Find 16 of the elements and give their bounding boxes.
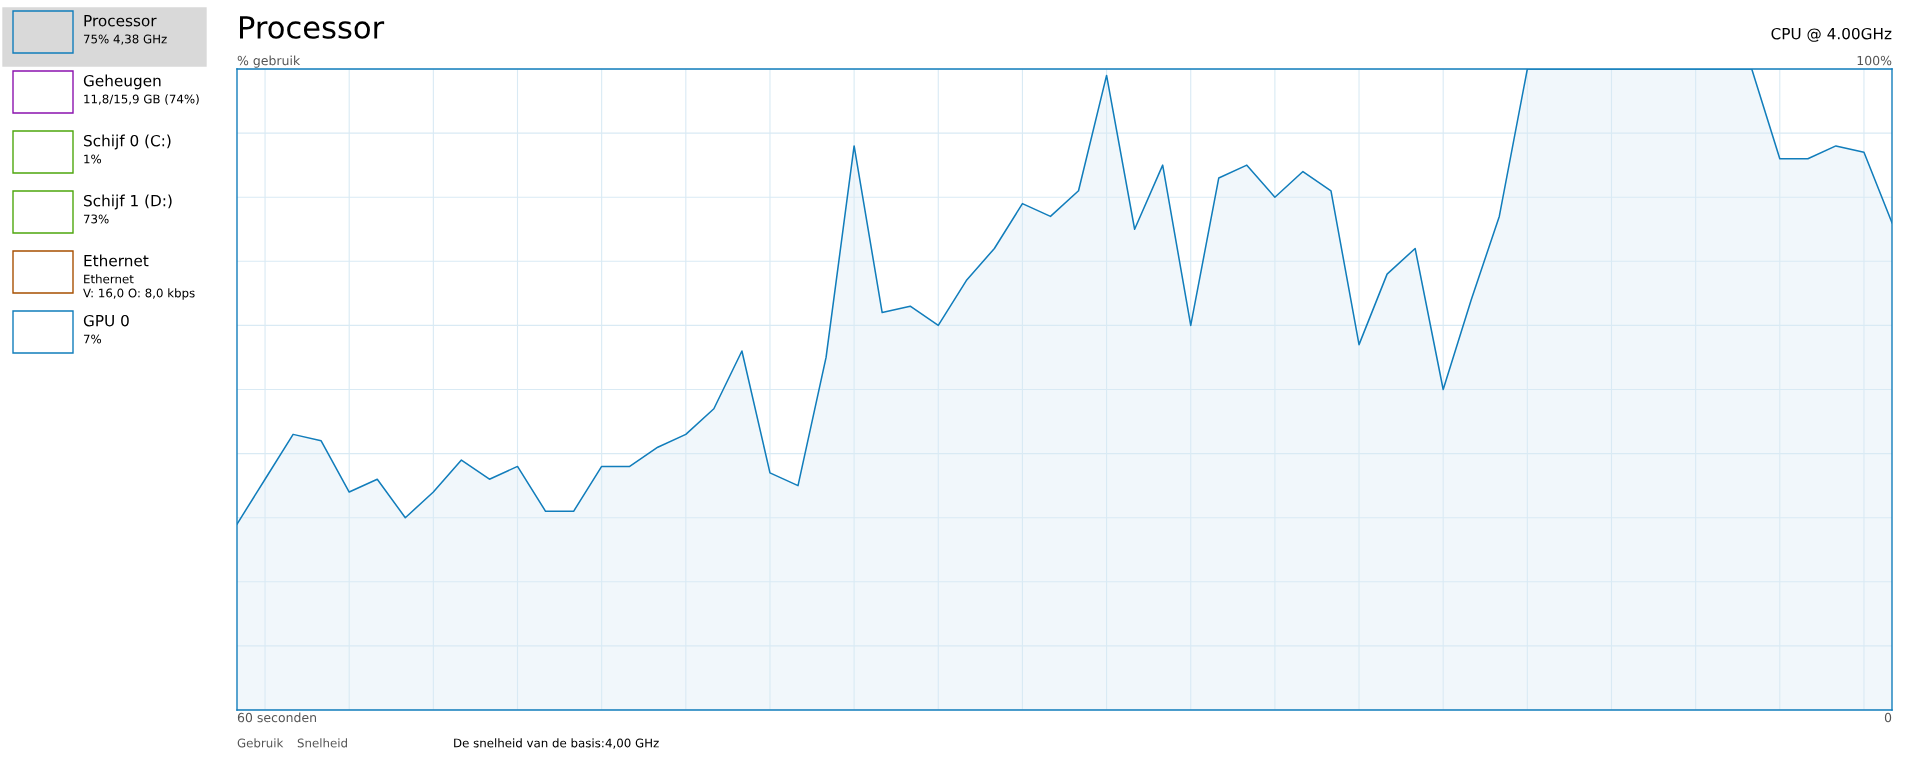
- chart-title: Processor: [240, 16, 385, 39]
- text: Processor 75% 4,38 GHz: [83, 15, 167, 45]
- text: GPU 0 7%: [83, 314, 129, 344]
- chart-subtitle: CPU @ 4.00GHz: [1771, 27, 1892, 42]
- text: 4,00 GHz: [605, 738, 659, 749]
- text: 0: [1884, 712, 1892, 723]
- text: Schijf 1 (D:) 73%: [83, 194, 172, 224]
- text: 60 seconden: [237, 712, 317, 723]
- y-axis-title: % gebruik: [237, 55, 301, 68]
- text: Geheugen 11,8/15,9 GB (74%): [83, 74, 199, 105]
- text: Schijf 0 (C:) 1%: [84, 134, 171, 164]
- text: Snelheid: [297, 738, 347, 748]
- text: Gebruik: [237, 738, 284, 748]
- text: De snelheid van de basis:: [454, 738, 604, 748]
- text: 100%: [1857, 55, 1892, 66]
- text: Ethernet Ethernet V: 16,0 O: 8,0 kbps: [83, 254, 195, 300]
